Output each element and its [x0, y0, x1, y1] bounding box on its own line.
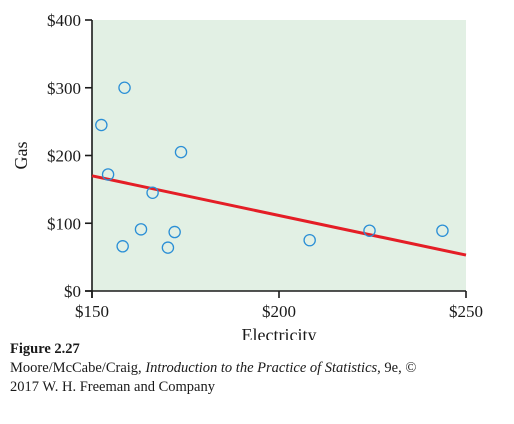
y-tick-label: $400: [47, 11, 81, 30]
x-tick-label: $150: [75, 302, 109, 321]
data-point: [174, 145, 188, 159]
data-point: [303, 233, 316, 247]
data-point: [363, 224, 376, 237]
y-tick-label: $0: [64, 282, 81, 301]
scatter-chart: $0 $100 $200 $300 $400 $150 $200 $250 Electric…: [11, 11, 483, 340]
citation-authors: Moore/McCabe/Craig,: [10, 360, 146, 376]
y-tick-label: $100: [47, 214, 81, 233]
citation-publisher: 2017 W. H. Freeman and Company: [10, 379, 215, 395]
x-tick-label: $250: [449, 302, 483, 321]
y-tick-label: $300: [47, 79, 81, 98]
data-point: [146, 186, 159, 200]
regression-line: [91, 174, 467, 257]
data-point: [436, 224, 449, 237]
data-point: [118, 81, 131, 95]
plot-area: [92, 20, 466, 291]
data-point: [134, 223, 148, 236]
data-point: [101, 168, 115, 181]
figure-label: Figure 2.27: [10, 341, 80, 357]
data-point: [116, 240, 129, 253]
citation-edition: , 9e, ©: [377, 360, 417, 376]
citation-book-title: Introduction to the Practice of Statisti…: [145, 360, 378, 376]
y-tick-label: $200: [47, 147, 81, 166]
data-points: [95, 81, 449, 254]
x-tick-label: $200: [262, 302, 296, 321]
data-point: [161, 241, 175, 254]
y-axis-ticks: $0 $100 $200 $300 $400: [47, 11, 92, 301]
y-axis-label: Gas: [11, 142, 31, 170]
x-axis-label: Electricity: [242, 325, 317, 340]
data-point: [95, 118, 108, 132]
citation-line-1: Moore/McCabe/Craig, Introduction to the …: [10, 359, 510, 378]
data-point: [168, 225, 181, 239]
figure-caption: Figure 2.27 Moore/McCabe/Craig, Introduc…: [10, 340, 510, 397]
x-axis-ticks: $150 $200 $250: [75, 291, 483, 321]
